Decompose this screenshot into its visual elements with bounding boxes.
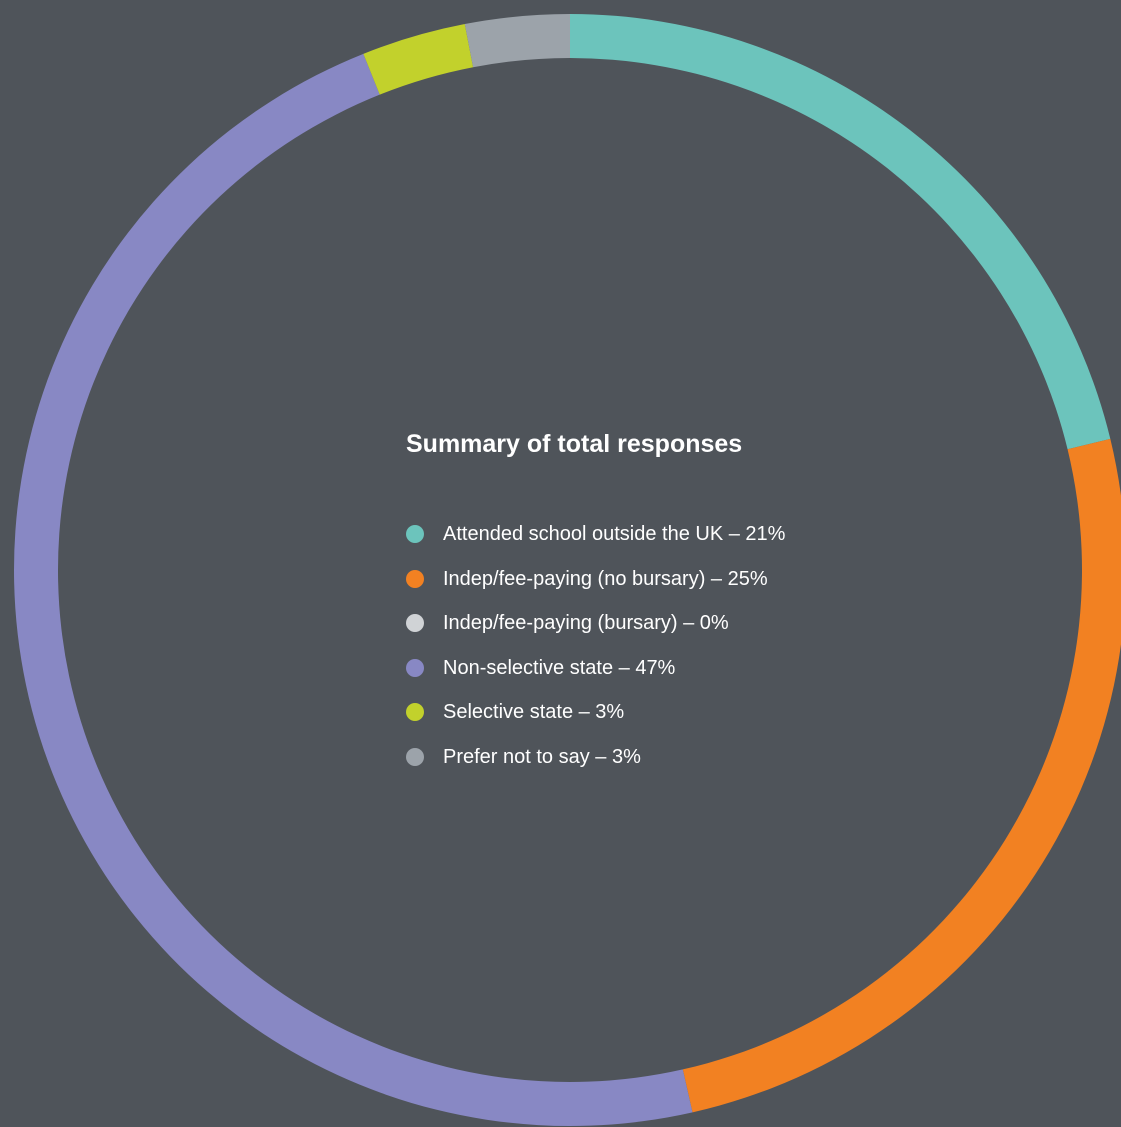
donut-slice [363, 24, 474, 95]
legend-item: Non-selective state – 47% [406, 646, 966, 691]
legend-label: Non-selective state – 47% [443, 656, 676, 679]
donut-slice [682, 438, 1121, 1113]
legend-label: Attended school outside the UK – 21% [443, 523, 786, 546]
legend-swatch [406, 703, 424, 722]
legend-swatch [406, 747, 424, 766]
legend-panel: Summary of total responses Attended scho… [406, 426, 966, 779]
legend-label: Prefer not to say – 3% [443, 745, 641, 768]
chart-title: Summary of total responses [406, 430, 743, 458]
legend-label: Indep/fee-paying (bursary) – 0% [443, 612, 729, 635]
legend-item: Indep/fee-paying (bursary) – 0% [406, 601, 966, 646]
legend-swatch [406, 658, 424, 677]
legend-item: Attended school outside the UK – 21% [406, 512, 966, 557]
legend-label: Selective state – 3% [443, 701, 625, 724]
legend-swatch [406, 614, 424, 633]
legend-item: Indep/fee-paying (no bursary) – 25% [406, 557, 966, 602]
legend-item: Prefer not to say – 3% [406, 735, 966, 780]
legend-item: Selective state – 3% [406, 690, 966, 735]
legend-swatch [406, 525, 424, 544]
legend: Attended school outside the UK – 21% Ind… [406, 512, 966, 779]
donut-slice [464, 14, 570, 68]
legend-label: Indep/fee-paying (no bursary) – 25% [443, 567, 768, 590]
donut-slice [570, 14, 1111, 450]
legend-swatch [406, 569, 424, 588]
